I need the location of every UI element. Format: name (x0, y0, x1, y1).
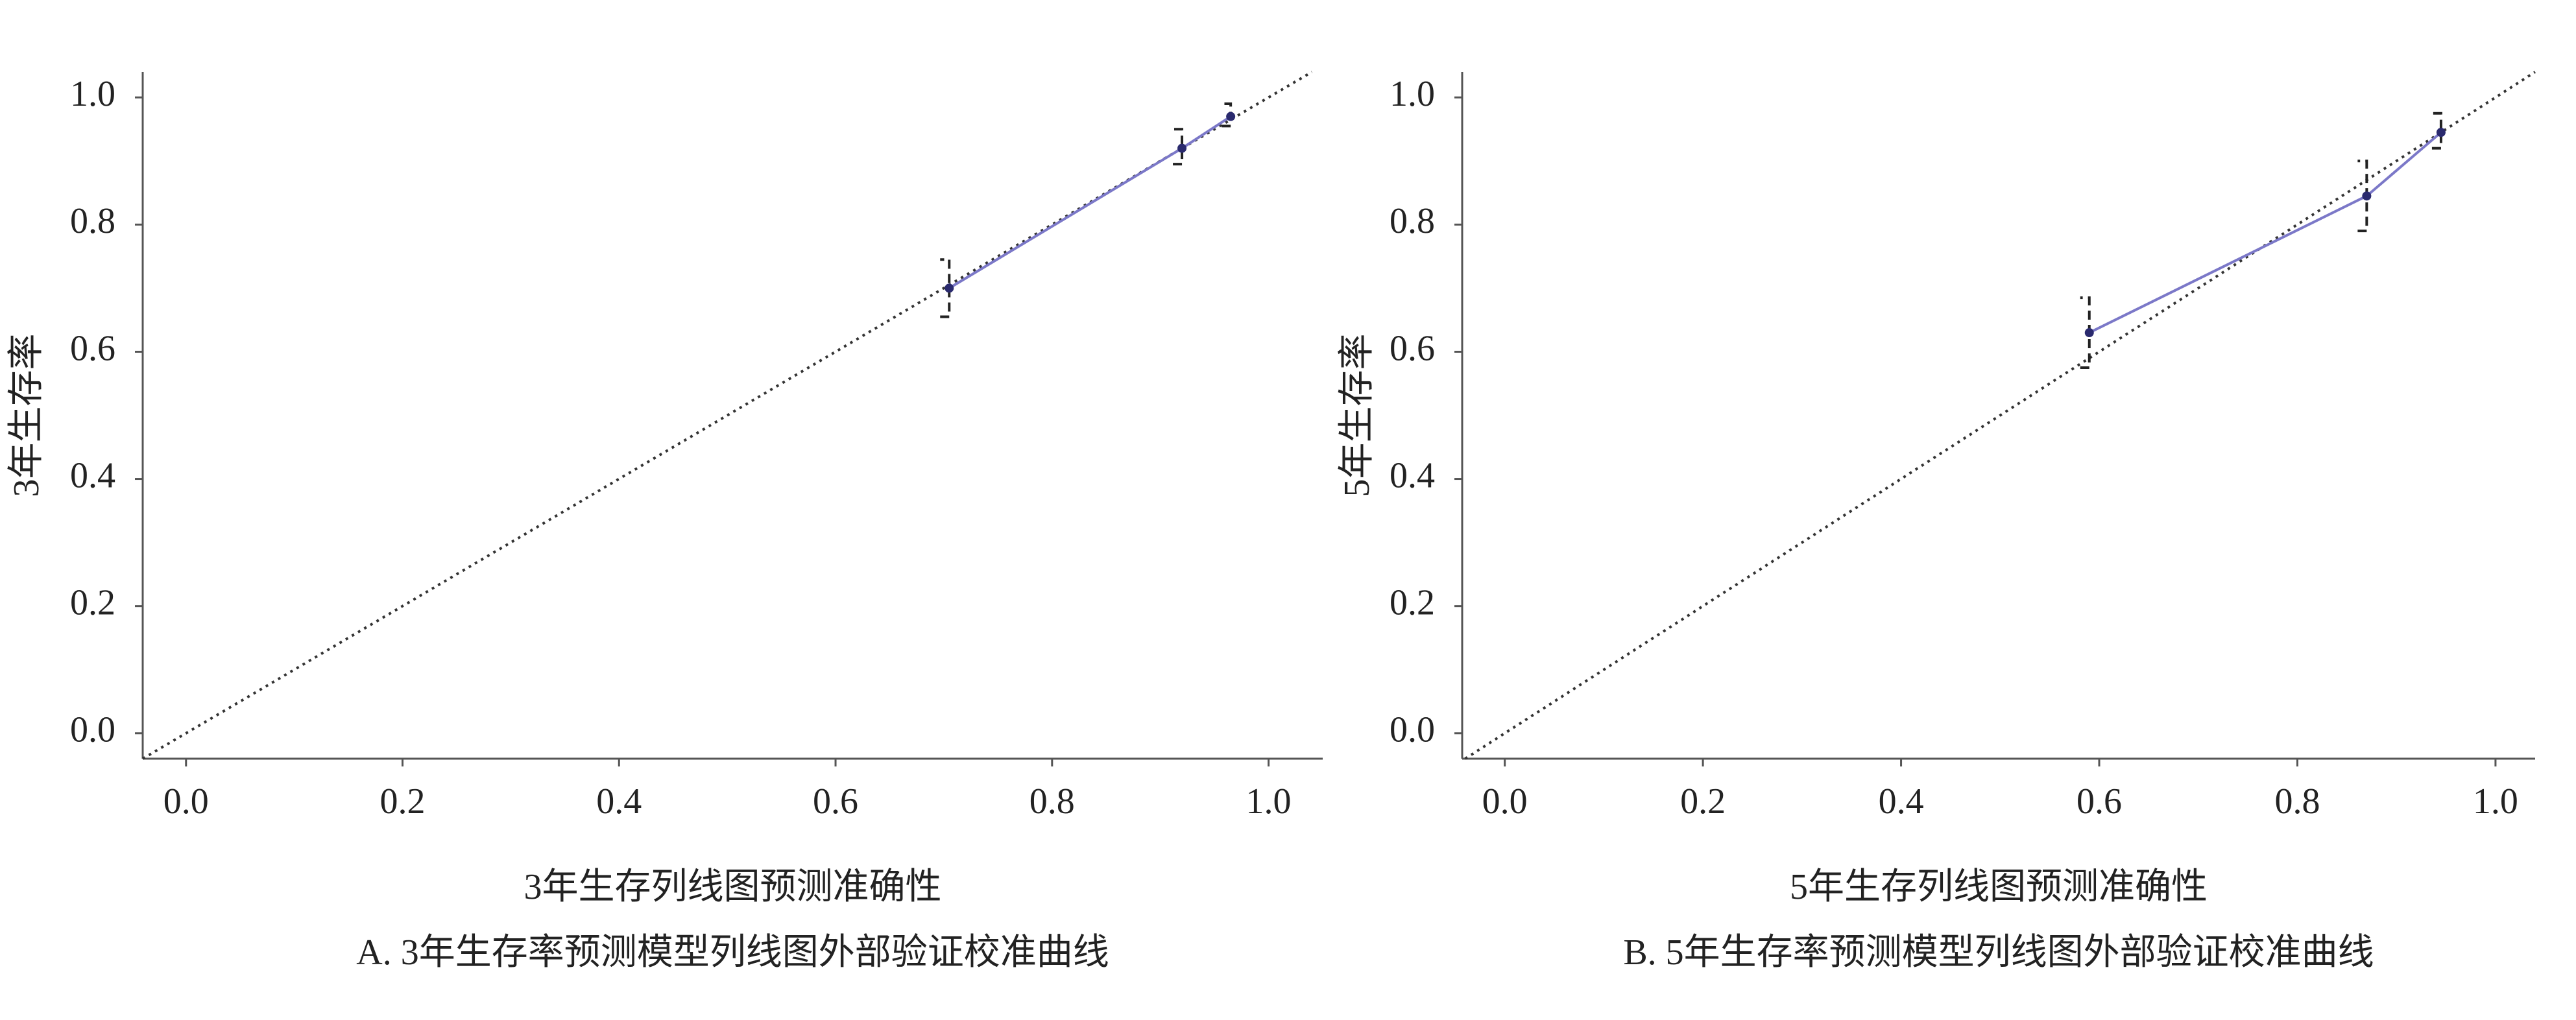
y-tick-label: 0.0 (70, 710, 115, 750)
x-tick-label: 0.6 (813, 781, 858, 822)
y-tick-label: 0.2 (70, 583, 115, 623)
x-tick-label: 0.6 (2076, 781, 2122, 822)
y-tick-label: 1.0 (1390, 74, 1435, 114)
x-tick-label: 0.2 (1680, 781, 1726, 822)
x-tick-label: 0.2 (380, 781, 426, 822)
reference-diagonal (1464, 71, 2536, 760)
point (2084, 328, 2094, 338)
y-tick-label: 0.8 (1390, 201, 1435, 241)
x-tick-label: 1.0 (2473, 781, 2518, 822)
error-bar (1173, 128, 1184, 166)
error-bar (2431, 112, 2442, 150)
x-tick-label: 1.0 (1246, 781, 1292, 822)
caption: B. 5年生存率预测模型列线图外部验证校准曲线 (1623, 932, 2374, 973)
point (1177, 143, 1187, 153)
y-tick-label: 0.6 (1390, 328, 1435, 368)
calibration-line (948, 115, 1232, 290)
calibration-line (2088, 131, 2442, 334)
x-tick-label: 0.0 (1482, 781, 1528, 822)
y-axis-label: 3年生存率 (6, 334, 47, 497)
caption: A. 3年生存率预测模型列线图外部验证校准曲线 (356, 932, 1109, 973)
x-tick-label: 0.4 (1879, 781, 1924, 822)
y-tick-label: 0.4 (1390, 455, 1435, 495)
point (2436, 128, 2446, 137)
x-tick-label: 0.4 (596, 781, 642, 822)
point (945, 283, 954, 293)
y-tick-label: 0.0 (1390, 710, 1435, 750)
point (1226, 112, 1236, 121)
y-tick-label: 0.4 (70, 455, 115, 495)
x-axis-label: 5年生存列线图预测准确性 (1790, 867, 2208, 907)
x-tick-label: 0.0 (163, 781, 209, 822)
y-tick-label: 0.8 (70, 201, 115, 241)
y-tick-label: 0.6 (70, 328, 115, 368)
point (2362, 191, 2372, 201)
x-tick-label: 0.8 (2274, 781, 2320, 822)
error-bar (940, 258, 951, 318)
y-tick-label: 0.2 (1390, 583, 1435, 623)
y-tick-label: 1.0 (70, 74, 115, 114)
reference-diagonal (141, 71, 1313, 760)
x-axis-label: 3年生存列线图预测准确性 (524, 867, 942, 907)
x-tick-label: 0.8 (1029, 781, 1075, 822)
y-axis-label: 5年生存率 (1337, 334, 1377, 497)
